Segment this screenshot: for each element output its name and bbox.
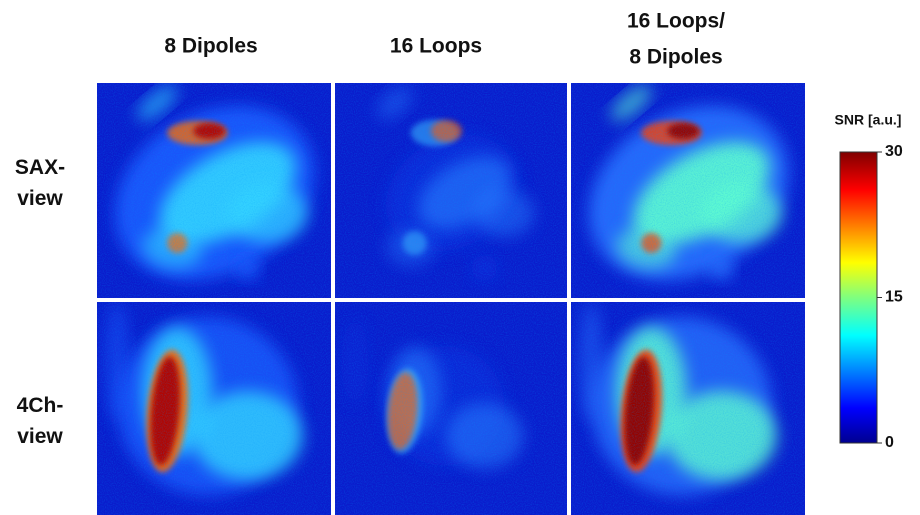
colorbar-tick-label: 15	[885, 289, 903, 306]
snr-map	[557, 71, 820, 315]
snr-map	[97, 302, 331, 515]
column-header: 16 Loops	[390, 35, 482, 58]
column-header: 8 Dipoles	[164, 35, 257, 58]
row-label: view	[17, 425, 63, 448]
snr-map	[571, 302, 805, 515]
snr-map	[335, 80, 567, 298]
row-label: 4Ch-	[17, 394, 64, 417]
row-label: SAX-	[15, 156, 65, 179]
colorbar-tick-label: 0	[885, 434, 894, 451]
row-label: view	[17, 187, 63, 210]
colorbar-tick-label: 30	[885, 143, 903, 160]
snr-map	[83, 71, 346, 315]
colorbar-title: SNR [a.u.]	[835, 112, 902, 128]
colorbar	[840, 152, 877, 443]
snr-maps	[83, 71, 820, 515]
snr-map	[335, 302, 567, 515]
figure: 8 Dipoles 16 Loops 16 Loops/8 Dipoles SAX-v…	[0, 0, 920, 515]
column-header: 8 Dipoles	[629, 46, 722, 69]
column-header: 16 Loops/	[627, 10, 725, 33]
